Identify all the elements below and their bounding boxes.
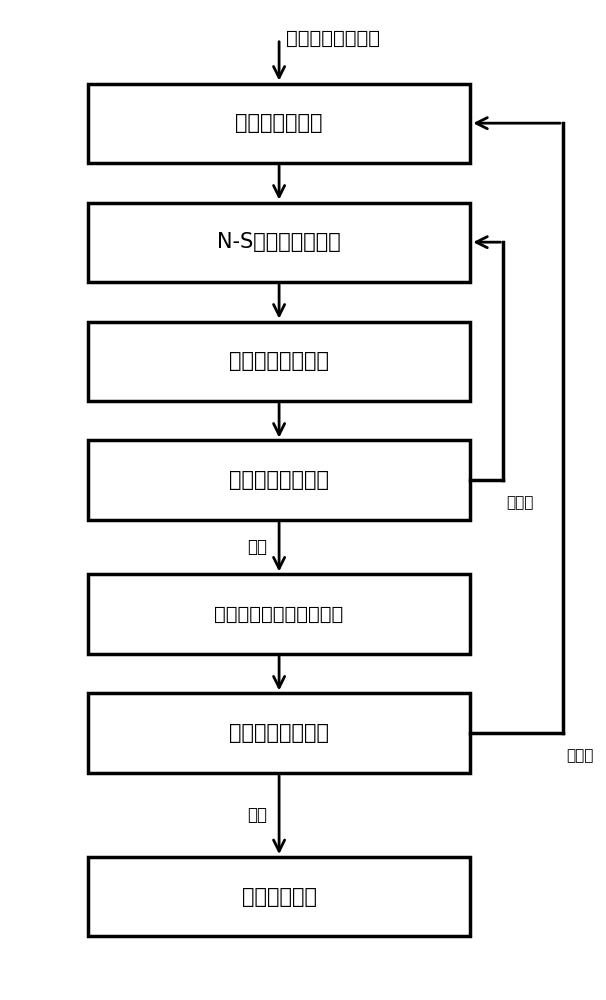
Text: 收敛: 收敛 — [247, 538, 267, 556]
Text: 输出计算结果: 输出计算结果 — [242, 887, 316, 907]
Text: 训练点采样模块: 训练点采样模块 — [235, 113, 323, 133]
Text: 判断计算收敛模块: 判断计算收敛模块 — [229, 723, 329, 743]
Text: 弹性力学方程组求解模块: 弹性力学方程组求解模块 — [215, 605, 344, 624]
Text: 判断计算收敛模块: 判断计算收敛模块 — [229, 470, 329, 490]
Bar — [88, 857, 470, 936]
Text: 不收敛: 不收敛 — [566, 748, 593, 763]
Bar — [88, 440, 470, 520]
Text: 待计算的几何文件: 待计算的几何文件 — [286, 29, 380, 48]
Bar — [88, 84, 470, 163]
Text: 导热方程求解模块: 导热方程求解模块 — [229, 351, 329, 371]
Bar — [88, 693, 470, 773]
Bar — [88, 203, 470, 282]
Text: 不收敛: 不收敛 — [506, 495, 533, 510]
Bar — [88, 322, 470, 401]
Bar — [88, 574, 470, 654]
Text: N-S方程组求解模块: N-S方程组求解模块 — [217, 232, 341, 252]
Text: 收敛: 收敛 — [247, 806, 267, 824]
